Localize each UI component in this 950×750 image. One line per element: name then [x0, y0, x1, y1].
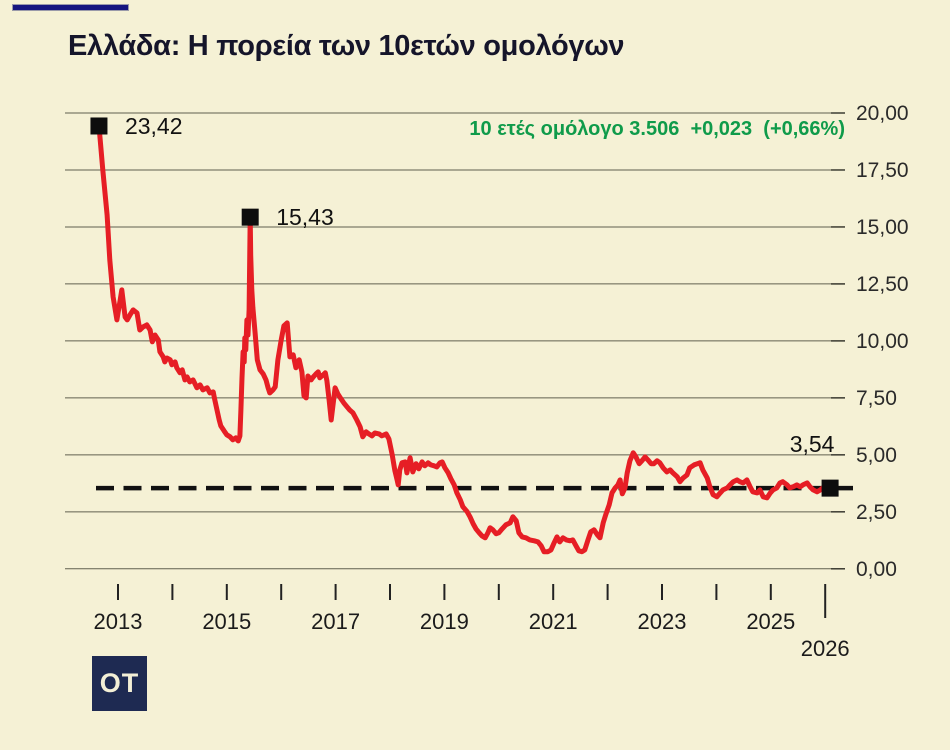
y-axis-label: 5,00: [856, 444, 897, 467]
data-label: 3,54: [790, 431, 835, 457]
y-axis-label: 0,00: [856, 558, 897, 581]
y-axis-label: 17,50: [856, 159, 909, 182]
data-label: 15,43: [276, 204, 334, 230]
x-axis-label: 2026: [801, 636, 850, 661]
brand-top-bar: [12, 4, 129, 11]
x-axis-label: 2021: [529, 609, 578, 634]
data-label: 23,42: [125, 113, 183, 139]
bond-quote-ticker: 10 ετές ομόλογο 3.506 +0,023 (+0,66%): [469, 118, 845, 140]
x-axis-label: 2019: [420, 609, 469, 634]
y-axis-label: 7,50: [856, 387, 897, 410]
y-axis-label: 10,00: [856, 330, 909, 353]
y-axis-label: 20,00: [856, 102, 909, 125]
x-axis-label: 2025: [746, 609, 795, 634]
data-marker: [821, 479, 839, 497]
x-axis-label: 2015: [202, 609, 251, 634]
y-axis-label: 15,00: [856, 216, 909, 239]
data-marker: [90, 117, 108, 135]
y-axis-label: 2,50: [856, 501, 897, 524]
data-marker: [241, 208, 259, 226]
x-axis-label: 2013: [94, 609, 143, 634]
page-title: Ελλάδα: Η πορεία των 10ετών ομολόγων: [68, 30, 625, 62]
x-axis-label: 2023: [638, 609, 687, 634]
ot-logo: OT: [92, 656, 147, 711]
y-axis-label: 12,50: [856, 273, 909, 296]
x-axis-label: 2017: [311, 609, 360, 634]
yield-line: [96, 123, 833, 555]
